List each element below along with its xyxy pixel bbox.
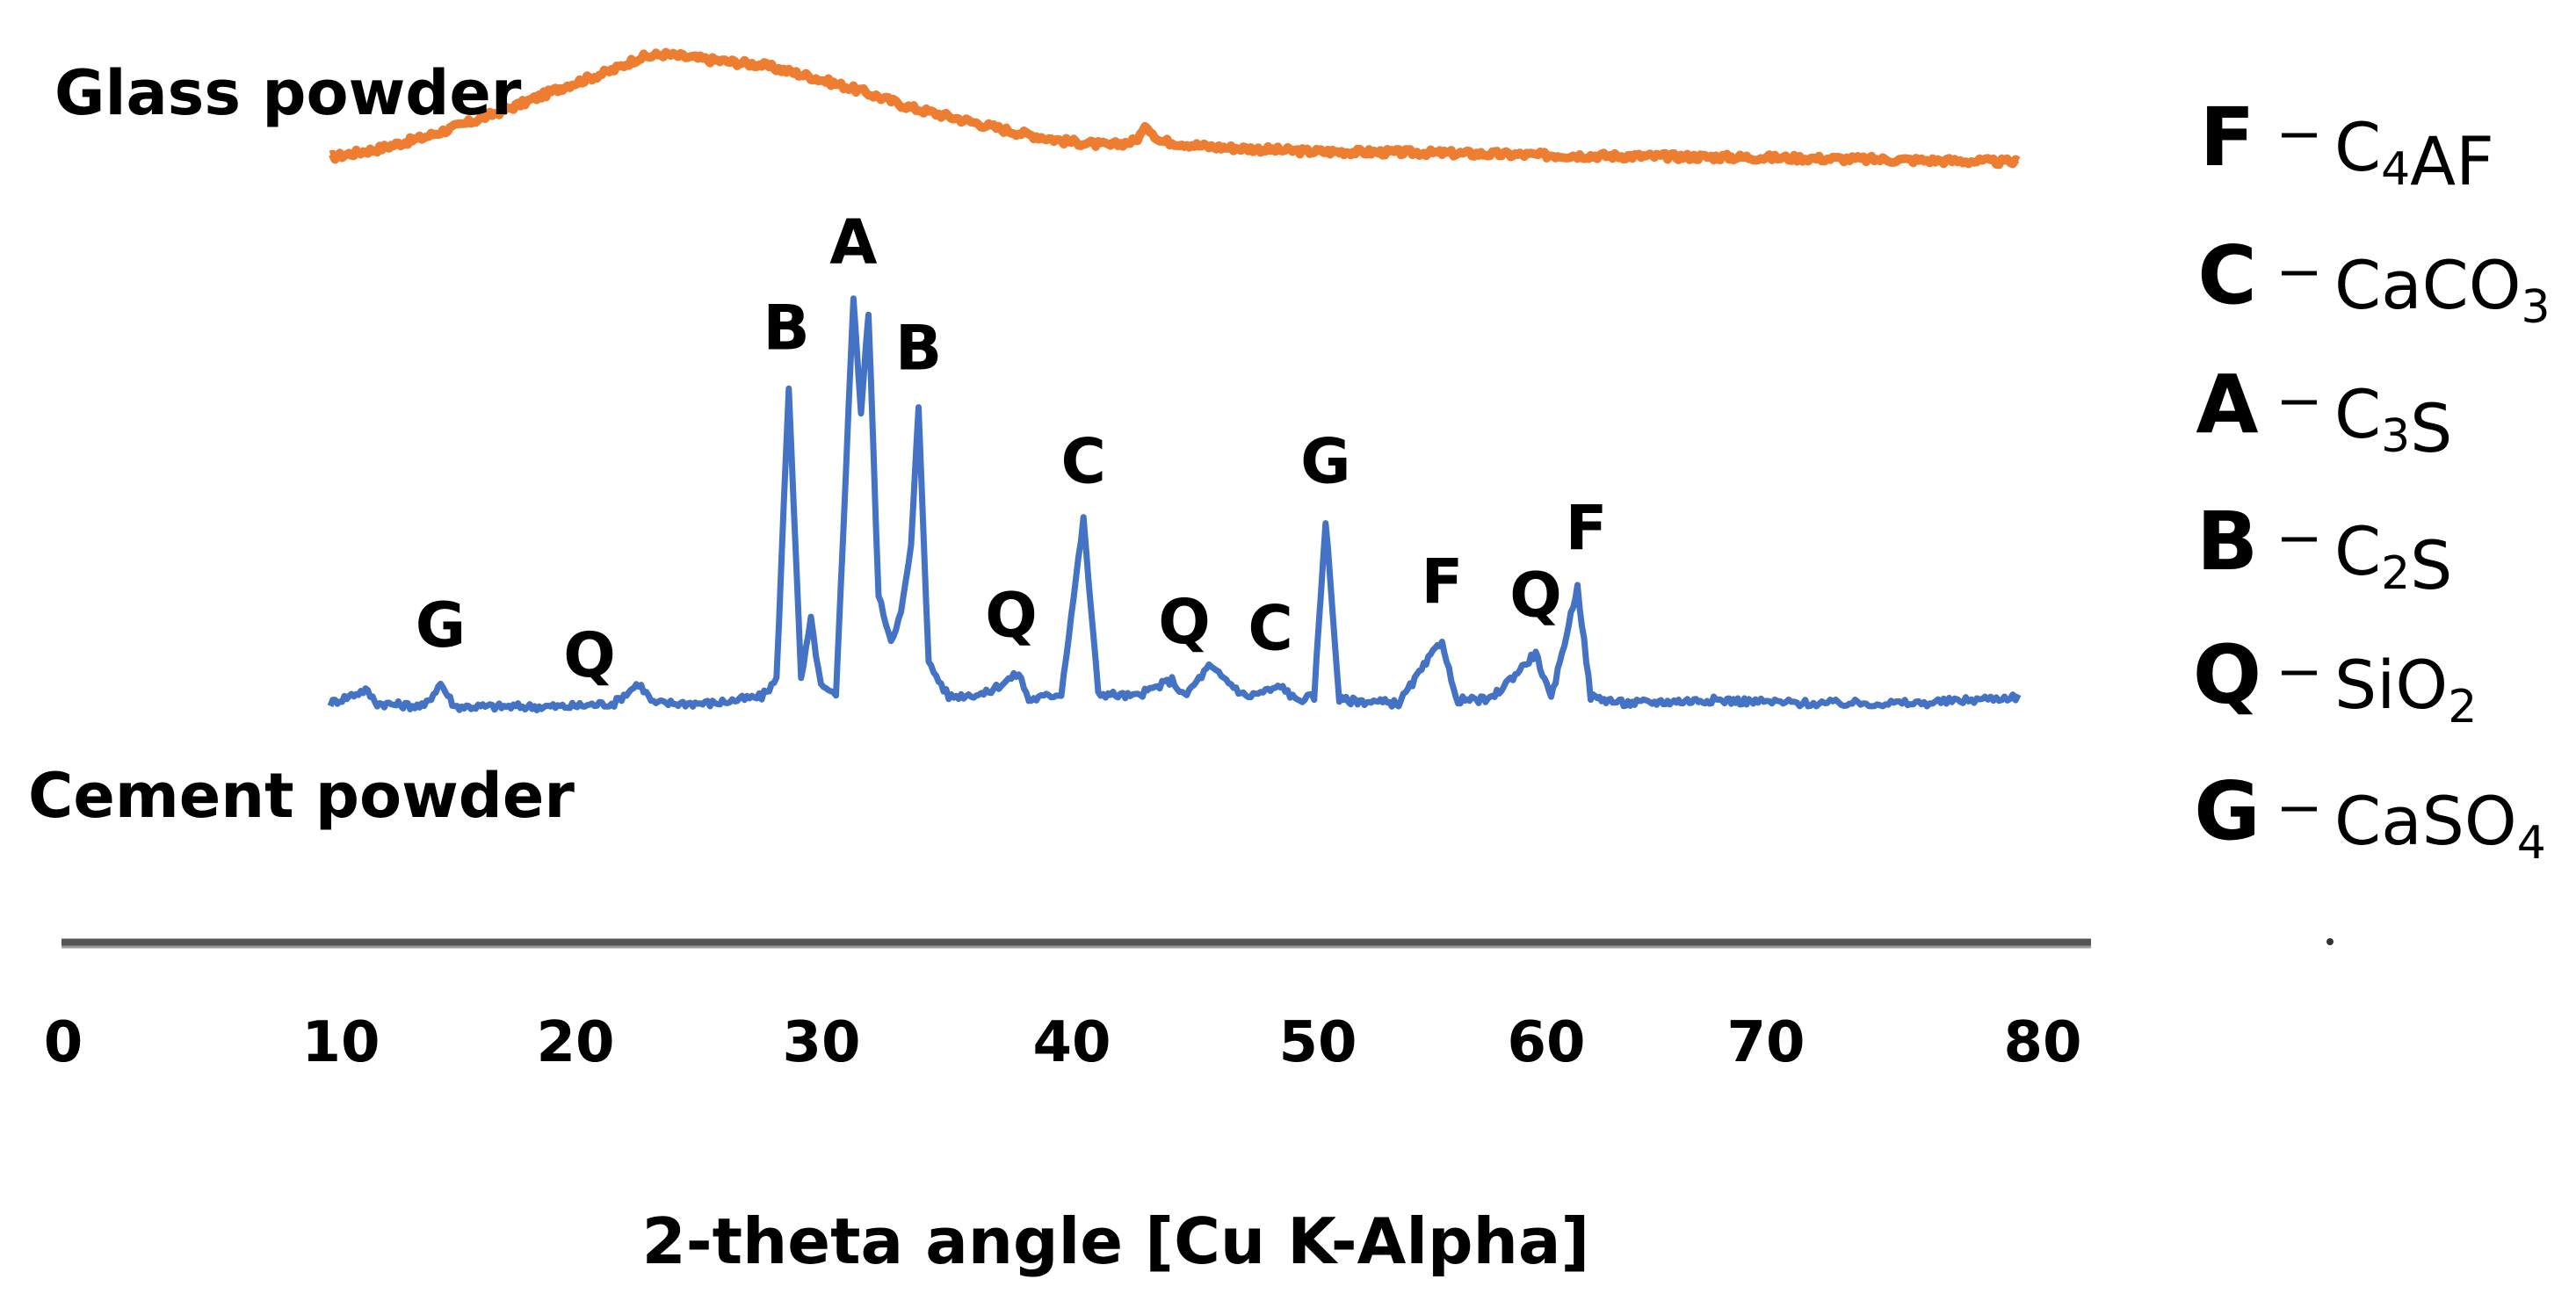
peak-label-b: B	[763, 293, 809, 365]
peak-label-a: A	[829, 206, 877, 278]
legend-entry: Q SiO2	[2193, 628, 2477, 734]
peak-label-q: Q	[985, 579, 1038, 651]
legend-formula: SiO2	[2334, 646, 2477, 734]
peak-label-g: G	[1300, 426, 1350, 498]
legend-letter: Q	[2193, 628, 2261, 722]
peak-label-q: Q	[563, 619, 616, 691]
legend-letter: B	[2196, 495, 2258, 589]
series-label-glass-powder: Glass powder	[54, 57, 522, 129]
legend-letter: G	[2194, 764, 2261, 858]
peak-label-f: F	[1566, 493, 1608, 565]
x-tick-label: 40	[1032, 1010, 1111, 1075]
x-tick-label: 30	[782, 1010, 860, 1075]
legend-formula: C4AF	[2334, 108, 2494, 200]
legend-formula: CaSO4	[2334, 782, 2546, 870]
legend-dot	[2326, 938, 2334, 945]
peak-label-b: B	[895, 312, 942, 384]
legend-formula: C2S	[2334, 512, 2452, 604]
legend-letter: C	[2197, 228, 2257, 322]
peak-label-c: C	[1248, 593, 1292, 665]
legend-formula: CaCO3	[2334, 246, 2551, 334]
x-tick-label: 50	[1278, 1010, 1357, 1075]
legend-entry: A C3S	[2196, 358, 2452, 467]
series-label-cement-powder: Cement powder	[28, 760, 575, 832]
legend-entry: G CaSO4	[2194, 764, 2546, 870]
legend-letter: F	[2200, 90, 2255, 184]
peak-label-f: F	[1421, 546, 1463, 618]
peak-label-q: Q	[1158, 586, 1211, 658]
x-tick-label: 80	[2003, 1010, 2081, 1075]
x-tick-label: 60	[1507, 1010, 1585, 1075]
series-line-cement-powder	[327, 295, 2022, 713]
peak-label-q: Q	[1509, 560, 1562, 632]
peak-label-c: C	[1061, 426, 1106, 498]
legend-entry: C CaCO3	[2197, 228, 2550, 334]
x-tick-label: 10	[301, 1010, 380, 1075]
x-axis-title: 2-theta angle [Cu K-Alpha]	[642, 1204, 1590, 1278]
legend-entry: B C2S	[2196, 495, 2452, 604]
legend-letter: A	[2196, 358, 2258, 452]
x-tick-label: 0	[44, 1010, 83, 1075]
x-tick-label: 70	[1726, 1010, 1805, 1075]
peak-label-g: G	[416, 589, 466, 661]
x-tick-labels: 0 10 20 30 40 50 60 70 80	[44, 1010, 2082, 1075]
series-layer	[327, 47, 2022, 713]
series-line-glass-powder	[328, 47, 2021, 170]
legend: F C4AF C CaCO3 A C3S B C2S Q SiO2 G CaSO4	[2193, 90, 2551, 870]
legend-entry: F C4AF	[2200, 90, 2494, 200]
x-tick-label: 20	[536, 1010, 614, 1075]
legend-formula: C3S	[2334, 375, 2452, 467]
